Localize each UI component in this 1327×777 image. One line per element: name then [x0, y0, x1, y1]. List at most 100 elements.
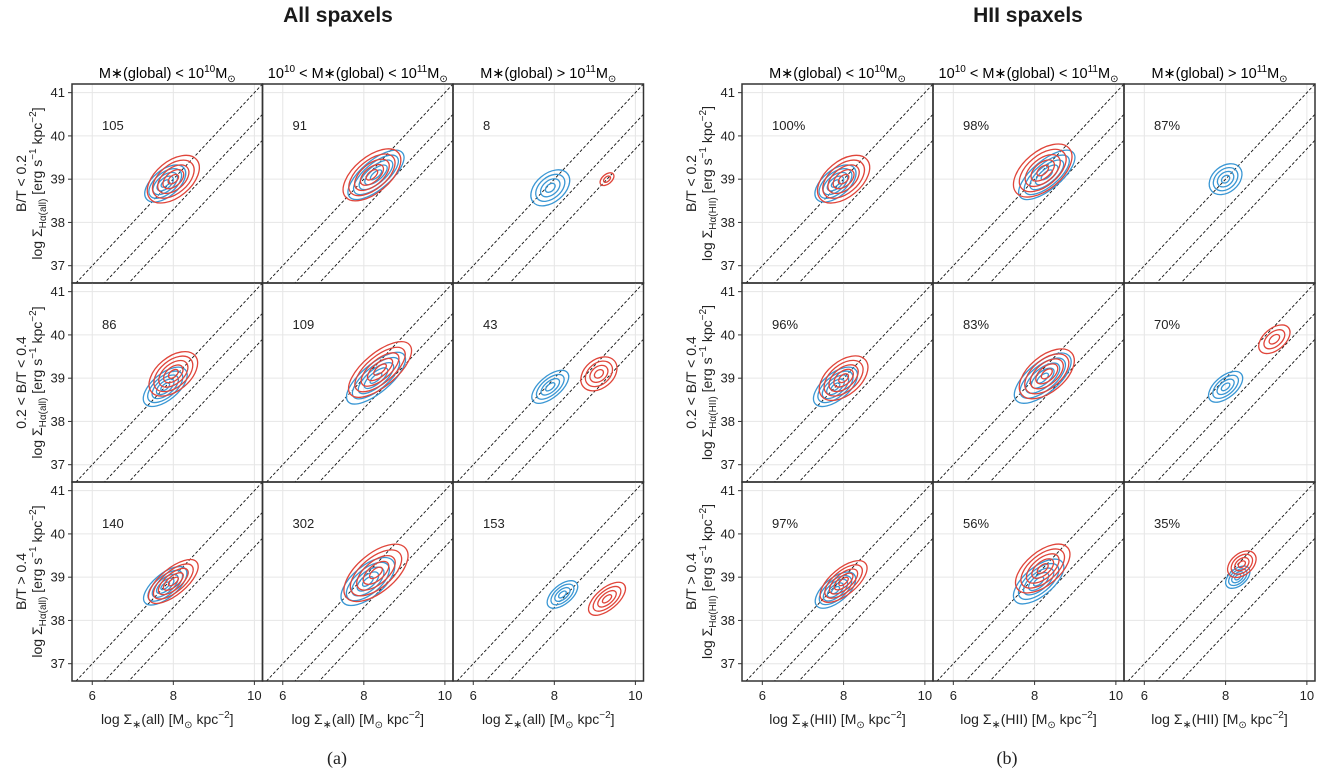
red-contour — [593, 368, 605, 379]
y-tick-label: 40 — [721, 327, 735, 342]
subplot-annotation: 35% — [1154, 516, 1180, 531]
blue-contour — [544, 182, 556, 193]
ratio-dashed-line — [1180, 537, 1315, 681]
subplot-frame — [452, 481, 645, 682]
ratio-dashed-line — [989, 338, 1124, 482]
y-tick-label: 41 — [51, 483, 65, 498]
red-contour — [343, 543, 409, 603]
subplot — [453, 84, 644, 283]
ratio-dashed-line — [484, 511, 644, 681]
ratio-dashed-line — [318, 537, 453, 681]
ratio-dashed-line — [798, 537, 933, 681]
ratio-dashed-line — [484, 312, 644, 482]
red-contour — [819, 560, 868, 603]
subplot-annotation: 153 — [483, 516, 505, 531]
red-contour — [147, 558, 199, 605]
blue-contour — [144, 164, 187, 203]
panel-b-title: HII spaxels — [973, 4, 1083, 27]
red-contour — [167, 576, 179, 587]
blue-contour — [160, 382, 171, 392]
row-label-ylabel: log ΣHα(HII) [erg s−1 kpc−2] — [698, 504, 719, 659]
blue-contour — [1234, 573, 1242, 581]
red-contour — [366, 357, 394, 382]
blue-contour — [821, 374, 850, 400]
red-contour — [823, 359, 864, 397]
blue-contour — [1018, 149, 1076, 201]
ratio-dashed-line — [773, 113, 933, 283]
ratio-dashed-line — [294, 312, 453, 482]
blue-contour — [814, 571, 857, 609]
subplot-annotation: 56% — [963, 516, 989, 531]
ratio-dashed-line — [509, 338, 644, 482]
y-tick-label: 38 — [721, 613, 735, 628]
y-tick-label: 37 — [51, 457, 65, 472]
red-contour — [838, 576, 849, 587]
blue-contour — [1208, 163, 1243, 196]
blue-contour — [1220, 382, 1231, 392]
x-axis-label: log Σ∗(all) [M⊙ kpc−2] — [482, 710, 615, 731]
red-contour — [1020, 548, 1066, 589]
x-tick-label: 6 — [759, 688, 766, 703]
blue-contour — [369, 372, 383, 384]
row-label-ylabel: log ΣHα(all) [erg s−1 kpc−2] — [28, 306, 49, 458]
x-tick-label: 10 — [918, 688, 932, 703]
x-axis-label: log Σ∗(HII) [M⊙ kpc−2] — [769, 710, 905, 731]
x-tick-label: 6 — [950, 688, 957, 703]
ratio-dashed-line — [294, 113, 453, 283]
red-contour — [833, 368, 854, 388]
red-contour — [587, 581, 627, 616]
red-contour — [1035, 363, 1059, 385]
blue-contour — [546, 580, 579, 609]
y-tick-label: 39 — [721, 371, 735, 386]
row-label-bt: B/T < 0.2 — [13, 155, 29, 212]
column-title: 1010 < M∗(global) < 1011M⊙ — [939, 64, 1119, 85]
blue-contour — [156, 175, 175, 192]
y-tick-label: 39 — [51, 371, 65, 386]
red-contour — [152, 563, 194, 600]
y-tick-label: 38 — [51, 414, 65, 429]
red-contour — [359, 163, 385, 186]
y-tick-label: 41 — [721, 284, 735, 299]
y-tick-label: 40 — [51, 128, 65, 143]
subplot-annotation: 97% — [772, 516, 798, 531]
ratio-dashed-line — [1155, 312, 1315, 482]
red-contour — [151, 159, 195, 199]
row-label-ylabel: log ΣHα(HII) [erg s−1 kpc−2] — [698, 305, 719, 460]
red-contour — [349, 549, 403, 597]
red-contour — [1018, 348, 1075, 400]
blue-contour — [345, 351, 407, 405]
blue-contour — [1019, 357, 1067, 399]
red-contour — [838, 373, 850, 384]
x-tick-label: 6 — [279, 688, 286, 703]
y-tick-label: 37 — [51, 258, 65, 273]
subplot — [262, 84, 453, 283]
blue-contour — [1029, 159, 1065, 191]
ratio-dashed-line — [798, 139, 933, 283]
subplot — [1124, 482, 1315, 681]
red-contour — [162, 168, 185, 190]
ratio-dashed-line — [484, 113, 644, 283]
blue-contour — [151, 573, 179, 598]
y-tick-label: 38 — [51, 215, 65, 230]
x-tick-label: 8 — [1222, 688, 1229, 703]
subplot-annotation: 86 — [102, 317, 116, 332]
blue-contour — [530, 169, 571, 207]
blue-contour — [540, 377, 561, 396]
blue-contour — [539, 178, 561, 198]
subplot — [742, 482, 933, 681]
blue-contour — [535, 373, 565, 400]
ratio-dashed-line — [1180, 139, 1315, 283]
subplot — [453, 283, 644, 482]
y-tick-label: 41 — [721, 483, 735, 498]
red-contour — [833, 572, 854, 591]
y-tick-label: 40 — [51, 526, 65, 541]
row-label-ylabel: log ΣHα(all) [erg s−1 kpc−2] — [28, 107, 49, 259]
blue-contour — [826, 175, 845, 192]
x-axis-label: log Σ∗(HII) [M⊙ kpc−2] — [1151, 710, 1287, 731]
ratio-dashed-line — [128, 139, 263, 283]
blue-contour — [1207, 370, 1244, 403]
ratio-dashed-line — [103, 511, 263, 681]
ratio-dashed-line — [103, 312, 263, 482]
